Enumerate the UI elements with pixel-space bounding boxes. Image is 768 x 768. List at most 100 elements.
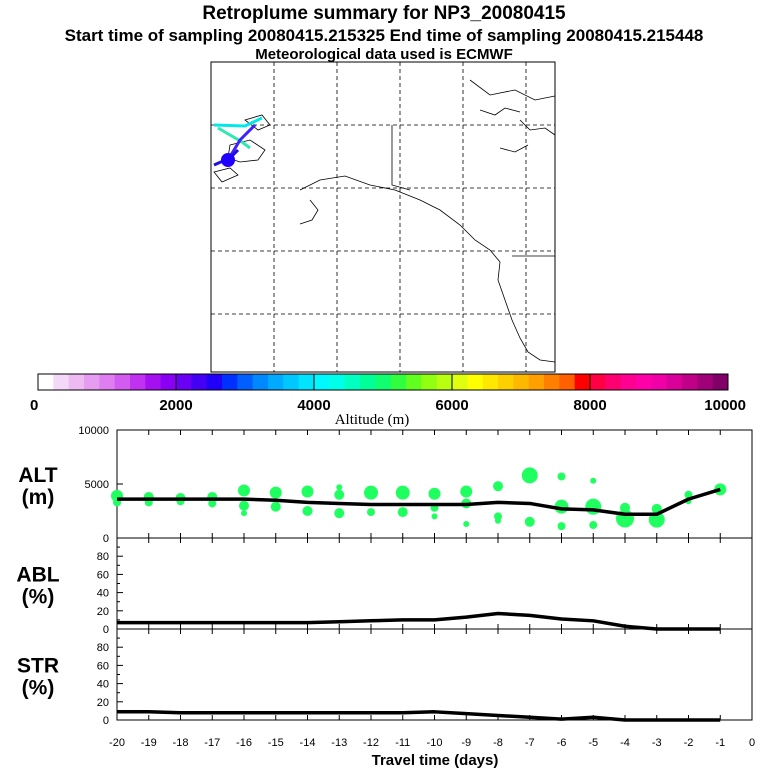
ytick-label: 20 bbox=[97, 606, 109, 618]
panel-ylabel-name: ALT bbox=[18, 464, 57, 487]
panel-frame bbox=[116, 628, 753, 721]
colorbar-cell bbox=[482, 374, 499, 390]
xtick-label: -20 bbox=[109, 737, 125, 749]
ytick-label: 0 bbox=[103, 624, 109, 636]
xtick-label: -6 bbox=[557, 737, 567, 749]
trajectory-map bbox=[210, 61, 556, 373]
colorbar-cell bbox=[697, 374, 714, 390]
colorbar-cell bbox=[252, 374, 269, 390]
ytick-label: 40 bbox=[97, 588, 109, 600]
colorbar-tick-label: 2000 bbox=[159, 397, 192, 414]
xtick-label: -14 bbox=[300, 737, 316, 749]
panel-ylabel-name: STR bbox=[17, 655, 59, 678]
xtick-label: -8 bbox=[493, 737, 503, 749]
colorbar-cell bbox=[130, 374, 146, 390]
ytick-label: 0 bbox=[103, 715, 109, 727]
colorbar-cell bbox=[344, 374, 361, 390]
colorbar-cell bbox=[206, 374, 223, 390]
map-gridlines bbox=[211, 62, 555, 372]
ytick-label: 80 bbox=[97, 642, 109, 654]
xtick-label: -15 bbox=[268, 737, 284, 749]
xtick-label: -17 bbox=[204, 737, 220, 749]
plume-scatter-point bbox=[524, 516, 535, 527]
plume-scatter-point bbox=[270, 501, 281, 512]
colorbar-cell bbox=[145, 374, 162, 390]
colorbar-cell bbox=[605, 374, 622, 390]
plume-scatter-point bbox=[239, 500, 249, 511]
ytick-label: 10000 bbox=[78, 425, 109, 437]
colorbar-cell bbox=[421, 374, 438, 390]
colorbar-cell bbox=[160, 374, 177, 390]
plume-scatter-point bbox=[557, 522, 566, 531]
plume-scatter-point bbox=[301, 485, 314, 498]
colorbar-tick-label: 6000 bbox=[435, 397, 468, 414]
panel-ylabel-name: ABL bbox=[16, 564, 59, 587]
retroplume-trajectory bbox=[213, 116, 263, 167]
colorbar-cell bbox=[68, 374, 85, 390]
plume-scatter-point bbox=[302, 506, 313, 516]
ytick-label: 60 bbox=[97, 569, 109, 581]
release-point-marker bbox=[221, 153, 235, 167]
colorbar-cell bbox=[682, 374, 698, 390]
colorbar-cell bbox=[237, 374, 254, 390]
colorbar-cell bbox=[222, 374, 238, 390]
plume-scatter-point bbox=[431, 513, 438, 520]
plume-scatter-point bbox=[238, 484, 250, 497]
plume-scatter-point bbox=[241, 510, 247, 517]
colorbar-cell bbox=[390, 374, 407, 390]
ytick-label: 0 bbox=[103, 533, 109, 545]
colorbar-cell bbox=[99, 374, 116, 390]
series-line-alt bbox=[117, 487, 721, 516]
sampling-times: Start time of sampling 20080415.215325 E… bbox=[64, 26, 704, 45]
panel-alt: ALT(m) 10000 5000 0 bbox=[18, 425, 753, 545]
colorbar-tick-label: 0 bbox=[30, 397, 38, 414]
colorbar-cell bbox=[436, 374, 453, 390]
ytick-label: 80 bbox=[97, 551, 109, 563]
plume-scatter-point bbox=[336, 484, 343, 491]
colorbar-cell bbox=[452, 374, 468, 390]
colorbar-cell bbox=[375, 374, 392, 390]
plume-scatter-point bbox=[367, 508, 375, 517]
plume-scatter-point bbox=[521, 467, 538, 484]
colorbar-cell bbox=[268, 374, 284, 390]
ytick-label: 5000 bbox=[85, 479, 109, 491]
panel-abl: ABL(%) 80 60 40 20 0 bbox=[16, 537, 753, 636]
plume-scatter-point bbox=[463, 520, 470, 527]
series-line-abl bbox=[117, 611, 721, 631]
colorbar-cell bbox=[191, 374, 208, 390]
xtick-label: -9 bbox=[461, 737, 471, 749]
plume-scatter-point bbox=[589, 521, 598, 530]
plume-scatter-point bbox=[494, 512, 502, 521]
plume-scatter-point bbox=[364, 485, 378, 500]
colorbar-frame bbox=[37, 373, 729, 391]
colorbar-tick-label: 10000 bbox=[704, 397, 746, 414]
colorbar-cell bbox=[666, 374, 683, 390]
met-data-note: Meteorological data used is ECMWF bbox=[255, 46, 513, 63]
colorbar-cell bbox=[620, 374, 637, 390]
colorbar-cell bbox=[712, 374, 729, 390]
colorbar-cell bbox=[528, 374, 545, 390]
colorbar-cell bbox=[513, 374, 530, 390]
colorbar-cell bbox=[298, 374, 315, 390]
panel-ylabel-unit: (%) bbox=[22, 586, 55, 609]
xtick-label: -4 bbox=[620, 737, 630, 749]
coastlines bbox=[213, 79, 556, 363]
colorbar-cell bbox=[559, 374, 576, 390]
xtick-label: 0 bbox=[749, 737, 755, 749]
colorbar-cell bbox=[544, 374, 560, 390]
xtick-label: -7 bbox=[525, 737, 535, 749]
xtick-label: -3 bbox=[652, 737, 662, 749]
time-series-panels: ALT(m)1000050000ABL(%)806040200STR(%)806… bbox=[16, 425, 755, 768]
xtick-label: -19 bbox=[141, 737, 157, 749]
colorbar-cell bbox=[84, 374, 100, 390]
colorbar-cell bbox=[176, 374, 192, 390]
plume-scatter-point bbox=[334, 489, 345, 500]
xtick-label: -1 bbox=[715, 737, 725, 749]
colorbar-cells bbox=[38, 374, 729, 390]
colorbar-cell bbox=[651, 374, 668, 390]
plume-scatter-point bbox=[428, 487, 441, 500]
colorbar-tick-label: 8000 bbox=[573, 397, 606, 414]
colorbar-label: Altitude (m) bbox=[335, 412, 410, 428]
xtick-label: -12 bbox=[363, 737, 379, 749]
